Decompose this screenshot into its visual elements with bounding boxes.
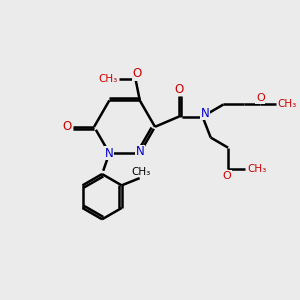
Text: CH₃: CH₃: [278, 100, 297, 110]
Text: O: O: [174, 82, 183, 96]
Text: O: O: [222, 171, 231, 181]
Text: N: N: [200, 107, 209, 120]
Text: O: O: [256, 93, 265, 103]
Text: CH₃: CH₃: [131, 167, 151, 177]
Text: O: O: [62, 120, 71, 133]
Text: N: N: [105, 147, 114, 160]
Text: CH₃: CH₃: [99, 74, 118, 84]
Text: O: O: [132, 67, 142, 80]
Text: CH₃: CH₃: [248, 164, 267, 174]
Text: N: N: [135, 145, 144, 158]
